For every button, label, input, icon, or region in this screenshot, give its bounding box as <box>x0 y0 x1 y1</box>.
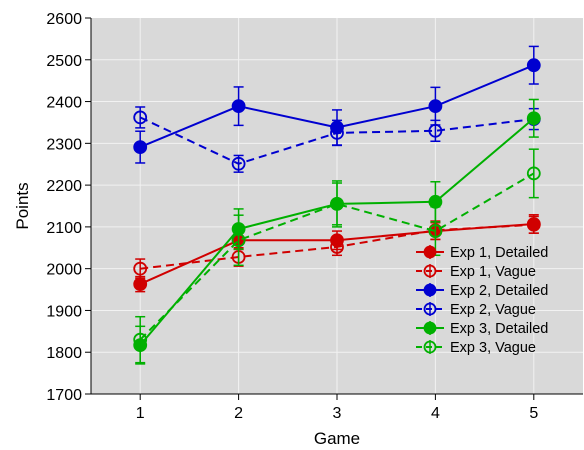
legend-marker <box>423 321 437 335</box>
legend-item: Exp 2, Detailed <box>416 283 548 299</box>
y-tick-label: 1900 <box>46 303 82 320</box>
data-point <box>428 123 443 138</box>
data-point <box>330 197 344 211</box>
legend-label: Exp 3, Detailed <box>450 321 548 337</box>
y-tick-label: 2000 <box>46 262 82 279</box>
legend-item: Exp 3, Detailed <box>416 321 548 337</box>
legend-marker <box>423 245 437 259</box>
legend-item: Exp 2, Vague <box>416 302 536 318</box>
y-tick-label: 2500 <box>46 53 82 70</box>
series-line <box>139 172 535 341</box>
data-point <box>231 233 246 248</box>
data-point <box>526 217 541 232</box>
y-tick-label: 1700 <box>46 387 82 404</box>
x-tick-label: 5 <box>529 405 538 422</box>
x-axis-label: Game <box>314 429 360 448</box>
data-point <box>428 224 443 238</box>
legend-label: Exp 2, Vague <box>450 302 536 318</box>
data-point <box>133 332 148 347</box>
series-layer <box>133 45 541 365</box>
data-point <box>526 58 541 73</box>
y-tick-label: 2100 <box>46 220 82 237</box>
data-point <box>231 156 246 171</box>
data-point <box>133 140 148 154</box>
data-point <box>133 277 148 292</box>
legend-label: Exp 2, Detailed <box>450 283 548 299</box>
series-6 <box>133 148 541 364</box>
x-tick-label: 1 <box>136 405 145 422</box>
legend: Exp 1, Detailed Exp 1, Vague Exp 2, Detail… <box>416 245 548 356</box>
data-point <box>330 125 344 140</box>
legend-marker <box>423 283 437 297</box>
x-tick-label: 2 <box>234 405 243 422</box>
legend-label: Exp 1, Detailed <box>450 245 548 261</box>
y-tick-label: 2200 <box>46 178 82 195</box>
legend-item: Exp 1, Detailed <box>416 245 548 261</box>
data-point <box>526 166 541 181</box>
legend-label: Exp 1, Vague <box>450 264 536 280</box>
x-tick-label: 3 <box>333 405 342 422</box>
data-point <box>231 99 246 114</box>
data-point <box>526 111 541 126</box>
legend-marker <box>423 340 437 354</box>
y-tick-label: 2400 <box>46 95 82 112</box>
y-tick-label: 2300 <box>46 136 82 153</box>
axes: 1700 1800 1900 2000 2100 2200 2300 2400 2500 2600… <box>46 11 583 422</box>
legend-item: Exp 1, Vague <box>416 264 536 280</box>
data-point <box>133 110 148 125</box>
legend-item: Exp 3, Vague <box>416 340 536 356</box>
legend-label: Exp 3, Vague <box>450 340 536 356</box>
y-axis-label: Points <box>13 182 32 229</box>
legend-marker <box>423 302 437 316</box>
data-point <box>330 240 344 254</box>
x-tick-label: 4 <box>431 405 440 422</box>
series-4 <box>133 106 541 173</box>
data-point <box>428 194 443 209</box>
data-point <box>428 99 443 114</box>
legend-marker <box>423 264 437 278</box>
data-point <box>133 261 148 276</box>
y-tick-label: 1800 <box>46 345 82 362</box>
y-tick-label: 2600 <box>46 11 82 28</box>
